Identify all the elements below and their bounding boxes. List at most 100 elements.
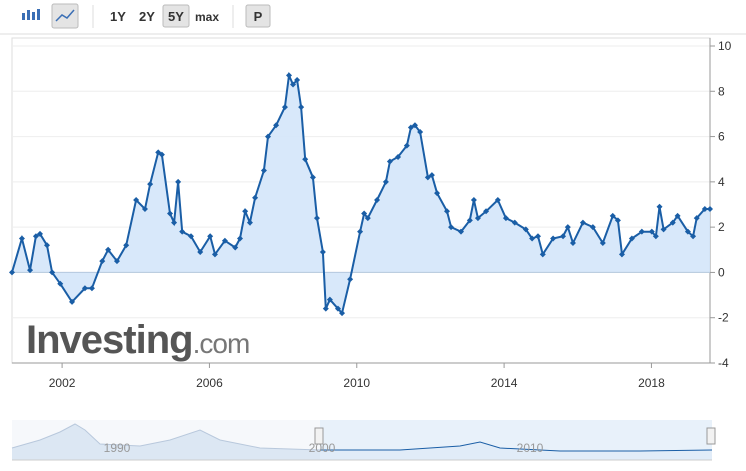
point: [197, 249, 204, 256]
range-button[interactable]: 2Y: [139, 9, 155, 24]
point: [88, 285, 95, 292]
y-tick-label: 10: [718, 39, 732, 53]
point: [309, 174, 316, 181]
point: [43, 242, 50, 249]
point: [614, 217, 621, 224]
point: [357, 228, 364, 235]
point: [693, 215, 700, 222]
y-tick-label: 2: [718, 220, 725, 234]
point: [302, 156, 309, 163]
navigator-label: 2000: [309, 441, 336, 455]
point: [550, 235, 557, 242]
x-tick-label: 2006: [196, 376, 223, 390]
toolbar: [0, 0, 746, 33]
point: [49, 269, 56, 276]
point: [560, 233, 567, 240]
point: [232, 244, 239, 251]
range-button[interactable]: max: [195, 10, 219, 24]
navigator[interactable]: [11, 420, 716, 461]
navigator-label: 2010: [517, 441, 544, 455]
point: [638, 228, 645, 235]
point: [534, 233, 541, 240]
point: [684, 228, 691, 235]
point: [57, 280, 64, 287]
range-button[interactable]: 5Y: [168, 9, 184, 24]
point: [494, 196, 501, 203]
point: [669, 219, 676, 226]
p-button[interactable]: P: [254, 9, 263, 24]
y-tick-label: -2: [718, 311, 729, 325]
point: [448, 224, 455, 231]
point: [474, 215, 481, 222]
y-tick-label: 4: [718, 175, 725, 189]
point: [652, 233, 659, 240]
point: [529, 235, 536, 242]
point: [656, 203, 663, 210]
point: [319, 249, 326, 256]
p-button-bg: [245, 4, 271, 28]
navigator-label: 1990: [104, 441, 131, 455]
point: [207, 233, 214, 240]
watermark: Investing.com: [26, 318, 249, 362]
point: [141, 206, 148, 213]
point: [123, 242, 130, 249]
area: [12, 75, 710, 314]
point: [99, 258, 106, 265]
point: [158, 151, 165, 158]
point: [483, 208, 490, 215]
y-tick-label: 0: [718, 265, 725, 279]
point: [502, 215, 509, 222]
plot-frame: [11, 37, 711, 364]
point: [252, 194, 259, 201]
watermark-name: Investing: [26, 318, 193, 362]
y-tick-label: 8: [718, 84, 725, 98]
watermark-suffix: .com: [193, 328, 250, 359]
point: [298, 104, 305, 111]
point: [599, 239, 606, 246]
point: [347, 276, 354, 283]
point: [264, 133, 271, 140]
point: [466, 217, 473, 224]
point: [628, 235, 635, 242]
point: [281, 104, 288, 111]
line-chart-icon[interactable]: [51, 3, 79, 29]
point: [428, 172, 435, 179]
point: [589, 224, 596, 231]
point: [361, 210, 368, 217]
point: [326, 296, 333, 303]
point: [246, 219, 253, 226]
line: [11, 71, 710, 316]
point: [411, 122, 418, 129]
y-tick-label: 6: [718, 130, 725, 144]
point: [171, 219, 178, 226]
point: [424, 174, 431, 181]
point: [407, 124, 414, 131]
point: [188, 233, 195, 240]
point: [569, 239, 576, 246]
y-tick-label: -4: [718, 356, 729, 370]
point: [707, 206, 713, 213]
point: [113, 258, 120, 265]
point: [18, 235, 25, 242]
point: [273, 122, 280, 129]
point: [322, 305, 329, 312]
point: [579, 219, 586, 226]
point: [242, 208, 249, 215]
point: [417, 129, 424, 136]
selected-range-bg: [162, 4, 190, 28]
point: [660, 226, 667, 233]
point: [133, 196, 140, 203]
point: [167, 210, 174, 217]
point: [674, 212, 681, 219]
x-tick-label: 2010: [343, 376, 370, 390]
range-button[interactable]: 1Y: [110, 9, 126, 24]
point: [237, 235, 244, 242]
point: [313, 215, 320, 222]
point: [618, 251, 625, 258]
point: [211, 251, 218, 258]
point: [701, 206, 708, 213]
point: [690, 233, 697, 240]
bar-chart-icon[interactable]: [22, 9, 40, 20]
point: [470, 196, 477, 203]
